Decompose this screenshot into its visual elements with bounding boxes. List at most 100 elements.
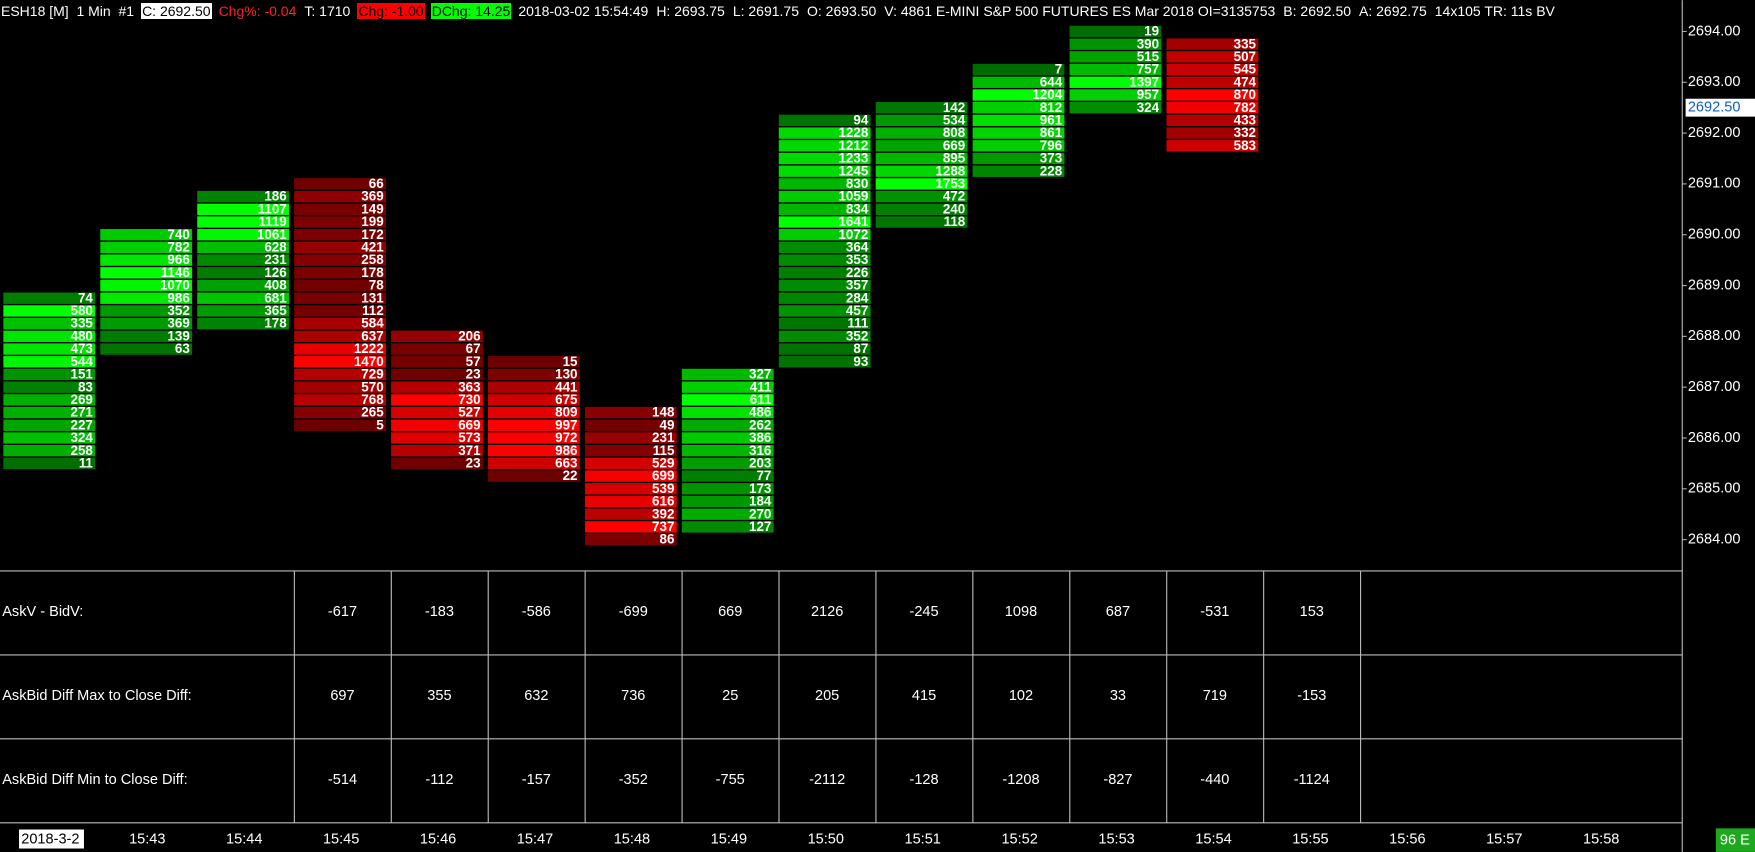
volume-cell	[391, 381, 483, 393]
volume-cell	[3, 343, 96, 355]
volume-cell	[391, 394, 483, 406]
volume-label: 22	[563, 468, 578, 483]
volume-label: 203	[749, 455, 771, 470]
volume-label: 474	[1234, 74, 1257, 89]
volume-label: 357	[846, 278, 868, 293]
price-label: 2685.00	[1688, 481, 1741, 497]
header-field: T: 1710	[304, 3, 351, 19]
volume-label: 1070	[160, 278, 190, 293]
volume-cell	[681, 470, 774, 482]
row-value: 355	[427, 688, 451, 704]
volume-label: 408	[264, 278, 287, 293]
header-field: L: 2691.75	[732, 3, 799, 19]
header-field: O: 2693.50	[806, 3, 877, 19]
volume-cell	[778, 190, 871, 203]
volume-label: 584	[361, 316, 384, 331]
time-label: 15:49	[711, 831, 747, 847]
volume-cell	[294, 317, 386, 330]
volume-cell	[584, 432, 677, 444]
volume-label: 1753	[935, 176, 965, 191]
time-label: 15:55	[1292, 831, 1328, 847]
header-field: V: 4861 E-MINI S&P 500 FUTURES ES Mar 20…	[884, 3, 1276, 19]
volume-cell	[100, 279, 193, 292]
header-field: 14x105 TR: 11s BV	[1434, 3, 1555, 19]
volume-label: 231	[264, 252, 287, 267]
volume-label: 699	[652, 468, 674, 483]
volume-cell	[681, 394, 774, 406]
volume-cell	[681, 483, 774, 495]
volume-cell	[294, 343, 386, 355]
price-label: 2690.00	[1688, 227, 1741, 243]
volume-label: 369	[361, 189, 383, 204]
volume-cell	[681, 457, 774, 470]
volume-cell	[487, 381, 580, 393]
volume-cell	[1166, 102, 1259, 114]
row-value: -183	[425, 604, 454, 620]
volume-label: 67	[466, 341, 481, 356]
volume-cell	[875, 203, 968, 215]
volume-label: 335	[70, 316, 93, 331]
row-value: 719	[1203, 688, 1227, 704]
volume-label: 730	[458, 392, 480, 407]
volume-label: 808	[943, 125, 966, 140]
volume-label: 1470	[354, 354, 384, 369]
volume-label: 861	[1040, 125, 1063, 140]
volume-label: 112	[362, 303, 384, 318]
volume-label: 1119	[258, 214, 286, 229]
volume-label: 986	[167, 290, 189, 305]
volume-label: 365	[264, 303, 287, 318]
volume-cell	[778, 178, 871, 190]
row-value: 1098	[1005, 604, 1037, 620]
volume-cell	[972, 89, 1065, 101]
volume-label: 782	[1234, 100, 1256, 115]
volume-label: 1641	[838, 214, 868, 229]
volume-label: 49	[660, 417, 675, 432]
volume-cell	[294, 368, 386, 381]
time-label: 15:45	[323, 831, 359, 847]
row-value: -617	[328, 604, 357, 620]
row-value: -586	[522, 604, 551, 620]
volume-cell	[3, 394, 96, 406]
volume-label: 997	[555, 417, 577, 432]
volume-label: 675	[555, 392, 578, 407]
volume-label: 768	[361, 392, 384, 407]
volume-cell	[681, 381, 774, 393]
price-label: 2689.00	[1688, 277, 1741, 293]
volume-cell	[3, 317, 96, 330]
volume-cell	[778, 356, 871, 368]
volume-cell	[681, 419, 774, 431]
volume-label: 441	[555, 379, 578, 394]
row-value: -1124	[1294, 772, 1330, 788]
time-label: 15:46	[420, 831, 456, 847]
volume-cell	[487, 406, 580, 419]
volume-cell	[875, 165, 968, 177]
volume-label: 352	[846, 328, 868, 343]
volume-cell	[778, 317, 871, 330]
header-field: Chg: -1.00	[357, 3, 425, 19]
volume-cell	[778, 203, 871, 215]
volume-cell	[875, 102, 968, 114]
volume-cell	[875, 190, 968, 203]
volume-label: 332	[1234, 125, 1256, 140]
volume-cell	[197, 241, 289, 254]
volume-label: 957	[1137, 87, 1159, 102]
volume-label: 258	[361, 252, 384, 267]
volume-cell	[1166, 140, 1259, 152]
volume-label: 740	[167, 227, 189, 242]
volume-label: 324	[70, 430, 93, 445]
volume-cell	[1166, 114, 1259, 127]
volume-cell	[1069, 76, 1162, 88]
volume-cell	[778, 229, 871, 241]
volume-cell	[294, 229, 386, 241]
header-field: A: 2692.75	[1359, 3, 1427, 19]
volume-cell	[294, 381, 386, 393]
volume-cell	[3, 444, 96, 457]
volume-cell	[294, 254, 386, 266]
volume-label: 392	[652, 506, 674, 521]
volume-label: 544	[70, 354, 93, 369]
volume-label: 529	[652, 455, 674, 470]
volume-cell	[778, 140, 871, 152]
volume-cell	[778, 267, 871, 279]
